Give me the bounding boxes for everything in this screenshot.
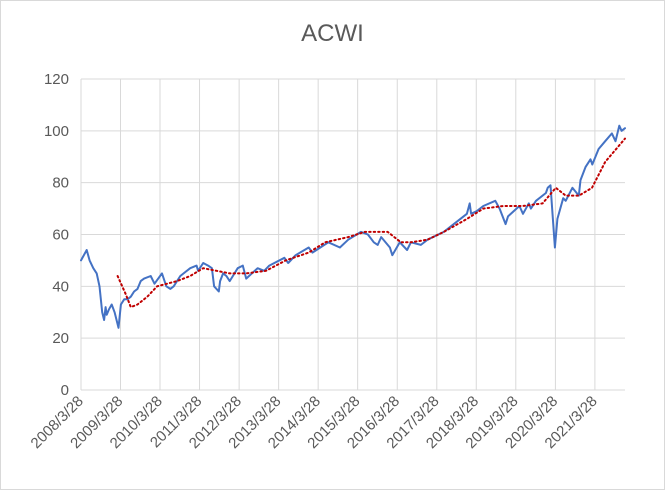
price-series-line: [80, 124, 626, 329]
y-tick-label: 40: [52, 278, 69, 295]
y-tick-label: 120: [44, 71, 69, 88]
y-tick-label: 60: [52, 227, 69, 244]
y-tick-label: 0: [61, 382, 69, 399]
chart-title: ACWI: [301, 20, 364, 47]
y-tick-label: 20: [52, 330, 69, 347]
y-tick-label: 80: [52, 175, 69, 192]
moving-average-series-line: [116, 137, 626, 309]
y-tick-label: 100: [44, 123, 69, 140]
